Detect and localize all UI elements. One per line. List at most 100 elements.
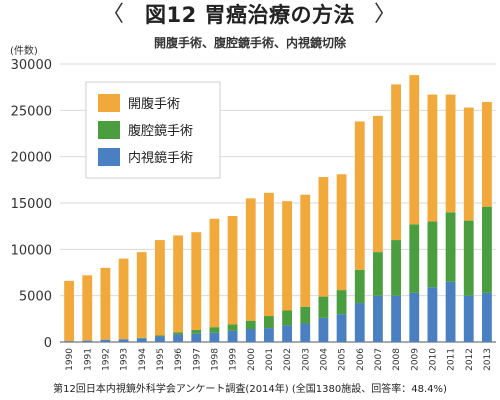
legend-swatch-open xyxy=(98,94,120,112)
x-tick-label: 2006 xyxy=(356,348,366,371)
y-tick-label: 30000 xyxy=(11,58,52,73)
bar-open xyxy=(264,192,274,317)
bar-laparoscopic xyxy=(264,316,274,329)
legend-label-open: 開腹手術 xyxy=(128,96,180,112)
bar-open xyxy=(300,194,311,307)
bar-endoscopic xyxy=(282,325,292,342)
y-tick-label: 20000 xyxy=(11,151,52,166)
legend-swatch-endoscopic xyxy=(98,148,120,166)
x-tick-label: 2009 xyxy=(410,348,420,371)
x-tick-label: 1992 xyxy=(101,348,111,371)
legend-label-laparoscopic: 腹腔鏡手術 xyxy=(128,123,193,139)
bar-endoscopic xyxy=(227,330,238,342)
bar-open xyxy=(155,240,165,336)
x-tick-label: 1993 xyxy=(120,348,130,371)
bar-endoscopic xyxy=(264,328,274,342)
bar-endoscopic xyxy=(300,323,311,342)
x-tick-label: 2003 xyxy=(301,348,311,371)
x-tick-label: 1994 xyxy=(138,348,148,371)
y-tick-label: 5000 xyxy=(19,290,52,305)
bar-open xyxy=(373,115,383,253)
bar-laparoscopic xyxy=(463,220,474,296)
bar-laparoscopic xyxy=(209,327,220,333)
bar-open xyxy=(173,235,183,333)
x-tick-label: 2008 xyxy=(392,348,402,371)
bar-endoscopic xyxy=(191,333,202,342)
source-footnote: 第12回日本内視鏡外科学会アンケート調査(2014年) (全国1380施設、回答… xyxy=(53,384,447,395)
bar-laparoscopic xyxy=(318,296,329,318)
bar-endoscopic xyxy=(373,295,383,342)
x-tick-label: 2012 xyxy=(465,348,475,371)
bar-endoscopic xyxy=(64,341,74,342)
bar-endoscopic xyxy=(173,334,183,342)
x-tick-label: 2013 xyxy=(483,348,493,371)
bar-endoscopic xyxy=(482,292,492,342)
bar-laparoscopic xyxy=(445,212,456,282)
bar-open xyxy=(336,174,347,291)
x-tick-label: 2002 xyxy=(283,348,293,371)
x-tick-label: 2001 xyxy=(265,348,275,371)
bar-endoscopic xyxy=(245,329,256,342)
bar-laparoscopic xyxy=(155,335,165,337)
bar-laparoscopic xyxy=(336,290,347,315)
x-tick-label: 1995 xyxy=(156,348,166,371)
x-tick-label: 2011 xyxy=(447,348,457,371)
bar-endoscopic xyxy=(136,338,147,342)
bar-endoscopic xyxy=(118,339,129,342)
bar-open xyxy=(191,232,202,330)
x-tick-label: 1998 xyxy=(210,348,220,371)
bar-open xyxy=(409,75,420,225)
chart-title: 図12 胃癌治療の方法 xyxy=(144,3,356,27)
x-tick-label: 2007 xyxy=(374,348,384,371)
bar-endoscopic xyxy=(82,340,93,342)
bar-endoscopic xyxy=(155,336,165,342)
bar-open xyxy=(64,280,74,342)
bar-laparoscopic xyxy=(191,329,202,334)
legend-label-endoscopic: 内視鏡手術 xyxy=(128,150,193,166)
left-bracket: 〈 xyxy=(102,2,125,27)
bar-open xyxy=(463,107,474,221)
bar-open xyxy=(482,101,492,207)
bar-endoscopic xyxy=(409,292,420,342)
bar-open xyxy=(445,94,456,213)
bar-open xyxy=(318,177,329,297)
bar-endoscopic xyxy=(445,281,456,342)
legend-swatch-laparoscopic xyxy=(98,121,120,139)
bar-laparoscopic xyxy=(245,320,256,330)
bar-endoscopic xyxy=(391,295,401,342)
bar-endoscopic xyxy=(427,287,438,342)
bar-laparoscopic xyxy=(300,306,311,324)
bar-endoscopic xyxy=(100,339,111,342)
right-bracket: 〉 xyxy=(374,2,397,27)
x-tick-label: 1996 xyxy=(174,348,184,371)
chart-subtitle: 開腹手術、腹腔鏡手術、内視鏡切除 xyxy=(153,36,346,50)
bar-open xyxy=(227,215,238,325)
bar-open xyxy=(100,267,111,340)
bar-open xyxy=(354,121,365,270)
bar-laparoscopic xyxy=(391,240,401,296)
y-tick-label: 15000 xyxy=(11,197,52,212)
bar-open xyxy=(82,275,93,341)
bar-open xyxy=(118,258,129,340)
bar-open xyxy=(209,218,220,328)
x-tick-label: 2000 xyxy=(247,348,257,371)
bar-laparoscopic xyxy=(354,269,365,304)
bar-open xyxy=(282,201,292,311)
x-tick-label: 1990 xyxy=(65,348,75,371)
bar-laparoscopic xyxy=(227,324,238,331)
bar-open xyxy=(427,94,438,222)
bar-endoscopic xyxy=(318,317,329,342)
bar-endoscopic xyxy=(354,303,365,342)
bar-laparoscopic xyxy=(173,332,183,335)
y-tick-label: 25000 xyxy=(11,104,52,119)
x-tick-label: 2005 xyxy=(338,348,348,371)
bar-laparoscopic xyxy=(482,206,492,293)
bar-endoscopic xyxy=(209,332,220,342)
x-tick-label: 2004 xyxy=(319,348,329,371)
x-tick-label: 2010 xyxy=(428,348,438,371)
bar-open xyxy=(245,198,256,321)
x-tick-label: 1991 xyxy=(83,348,93,371)
x-tick-label: 1997 xyxy=(192,348,202,371)
bar-laparoscopic xyxy=(409,224,420,293)
